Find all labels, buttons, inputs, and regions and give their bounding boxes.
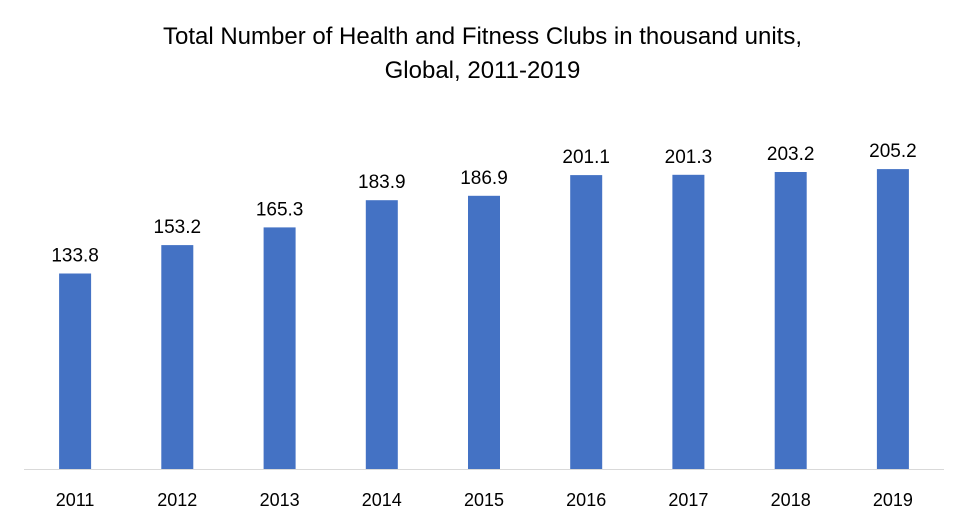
data-label-2011: 133.8 [51, 246, 99, 267]
chart-title-line-1: Total Number of Health and Fitness Clubs… [162, 23, 802, 50]
x-tick-label-2015: 2015 [464, 490, 504, 510]
data-label-2018: 203.2 [767, 144, 815, 165]
x-tick-label-2013: 2013 [260, 490, 300, 510]
data-label-2015: 186.9 [460, 168, 508, 189]
bar-2019 [876, 169, 909, 469]
bar-2012 [161, 245, 194, 469]
x-tick-label-2014: 2014 [362, 490, 402, 510]
x-tick-label-2017: 2017 [668, 490, 708, 510]
data-label-2019: 205.2 [869, 141, 917, 162]
bar-2014 [365, 200, 398, 469]
bar-2016 [570, 175, 603, 469]
x-tick-label-2012: 2012 [157, 490, 197, 510]
x-tick-label-2019: 2019 [873, 490, 913, 510]
bar-2018 [774, 172, 807, 469]
x-tick-label-2011: 2011 [56, 490, 95, 510]
data-label-2012: 153.2 [154, 217, 202, 238]
x-tick-label-2018: 2018 [771, 490, 811, 510]
x-tick-label-2016: 2016 [566, 490, 606, 510]
bar-2011 [59, 273, 92, 469]
bar-2017 [672, 174, 705, 470]
data-label-2016: 201.1 [562, 147, 610, 168]
bar-2015 [468, 195, 500, 470]
data-label-2014: 183.9 [358, 172, 406, 193]
data-label-2013: 165.3 [256, 199, 304, 220]
chart-title: Total Number of Health and Fitness Clubs… [0, 20, 965, 88]
data-label-2017: 201.3 [665, 147, 713, 168]
bar-2013 [263, 227, 296, 469]
chart-title-line-2: Global, 2011-2019 [384, 57, 581, 84]
